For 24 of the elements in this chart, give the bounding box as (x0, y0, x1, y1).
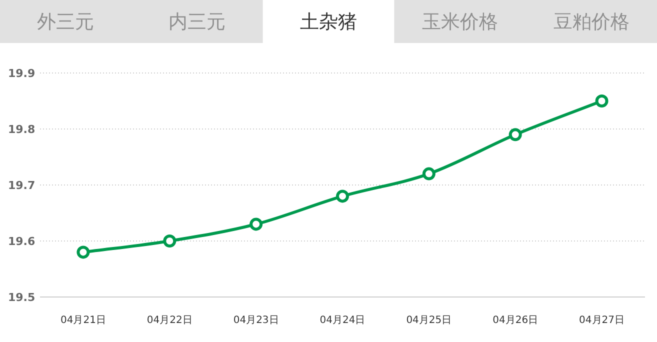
y-tick-label: 19.7 (8, 179, 36, 192)
point (250, 218, 263, 231)
point (336, 190, 349, 203)
point (422, 167, 436, 180)
text: 内三元 (168, 11, 226, 33)
point (76, 246, 90, 259)
x-tick-label: 04月22日 (146, 315, 192, 326)
text: 外三元 (37, 11, 94, 33)
y-tick-label: 19.8 (8, 123, 36, 136)
text: 豆粕价格 (553, 11, 630, 33)
point (163, 234, 176, 248)
y-tick-label: 19.5 (8, 291, 36, 304)
x-tick-label: 04月26日 (492, 315, 538, 326)
text: 玉米价格 (422, 11, 498, 33)
y-tick-label: 19.6 (8, 235, 36, 248)
x-tick-label: 04月21日 (60, 315, 106, 326)
chart-title: 土杂猪 (300, 11, 357, 33)
x-tick-label: 04月25日 (406, 315, 452, 326)
point (595, 94, 608, 108)
x-tick-label: 04月23日 (233, 315, 279, 326)
x-tick-label: 04月27日 (579, 315, 625, 326)
y-tick-label: 19.9 (8, 67, 36, 80)
x-tick-label: 04月24日 (320, 315, 366, 326)
point (508, 128, 522, 142)
